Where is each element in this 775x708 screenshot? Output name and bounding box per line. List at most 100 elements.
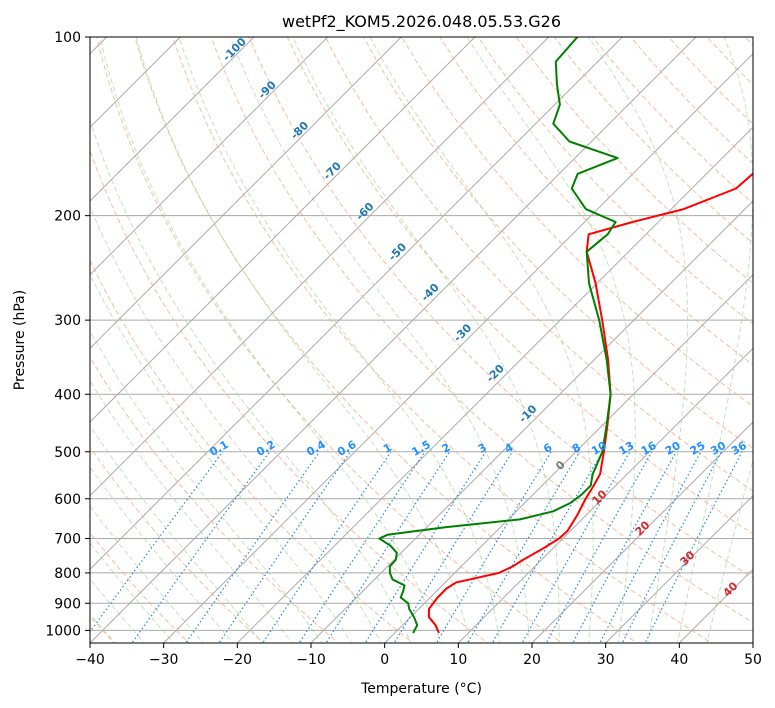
dry-adiabat-label: -80: [288, 119, 311, 142]
dry-adiabat: [363, 37, 753, 449]
isotherm: [90, 37, 476, 423]
dry-adiabat: [439, 37, 753, 366]
moist-adiabat: [230, 37, 530, 643]
background-lines: [90, 37, 753, 643]
y-tick-label: 400: [54, 387, 81, 403]
plot-frame: [89, 36, 754, 644]
y-tick-label: 900: [54, 596, 81, 612]
x-tick-label: −30: [149, 652, 179, 668]
x-axis: −40 −30 −20 −10 0 10 20 30 40 50: [75, 643, 762, 668]
mixing-ratio-label: 25: [688, 439, 708, 458]
mixing-ratio-line: [218, 451, 351, 643]
isotherm: [678, 568, 753, 643]
mixing-ratio-label: 3: [476, 441, 489, 456]
dry-adiabat: [668, 37, 753, 125]
chart-title: wetPf2_KOM5.2026.048.05.53.G26: [282, 12, 561, 32]
series-layer: [378, 37, 753, 634]
moist-adiabat: [292, 37, 560, 643]
mixing-ratio-label: 1.5: [410, 438, 433, 459]
mixing-ratio-label: 1: [381, 441, 394, 456]
mixing-ratio-line: [572, 451, 677, 643]
x-tick-label: 10: [449, 652, 467, 668]
dry-adiabat: [172, 37, 713, 643]
isotherm: [90, 37, 402, 350]
dry-adiabat: [134, 37, 638, 643]
moist-adiabat-label: 10: [590, 487, 610, 507]
x-tick-label: 40: [670, 652, 688, 668]
moist-adiabat: [90, 118, 412, 643]
isotherm: [90, 37, 697, 643]
moist-adiabat: [369, 37, 594, 643]
dry-adiabat: [90, 259, 414, 643]
x-tick-label: 0: [380, 652, 389, 668]
y-axis: 1000 900 800 700 600 500 400 300 200 100: [45, 30, 90, 639]
dry-adiabat: [553, 37, 753, 244]
dry-adiabat: [210, 37, 753, 624]
moist-adiabat: [90, 379, 293, 643]
dry-adiabat: [515, 37, 753, 285]
x-axis-label: Temperature (°C): [360, 681, 482, 697]
temperature-profile: [427, 172, 753, 634]
mixing-ratio-label: 10: [589, 439, 609, 458]
mixing-ratio-line: [262, 451, 392, 643]
dry-adiabat: [90, 149, 489, 643]
moist-adiabat: [90, 466, 234, 643]
dry-adiabat-label: -50: [386, 240, 409, 263]
y-tick-label: 700: [54, 532, 81, 548]
x-tick-label: −10: [296, 652, 326, 668]
mixing-ratio-label: 36: [729, 439, 749, 458]
mixing-ratio-label: 4: [502, 441, 515, 456]
dry-adiabat-label: -40: [419, 281, 442, 304]
mixing-ratio-line: [644, 451, 743, 643]
isotherm: [310, 200, 753, 643]
dewpoint-profile: [378, 37, 619, 634]
dry-adiabat: [96, 37, 564, 643]
dry-adiabat: [90, 446, 265, 643]
moist-adiabat-label: 30: [678, 548, 698, 568]
moist-adiabat-label: 40: [721, 579, 741, 599]
x-tick-label: −20: [223, 652, 253, 668]
mixing-ratio-line: [599, 451, 702, 643]
dry-adiabat: [629, 37, 753, 165]
dry-adiabat: [324, 37, 753, 492]
isotherm: [90, 37, 550, 497]
dry-adiabat: [591, 37, 753, 204]
y-tick-label: 1000: [45, 623, 81, 639]
isotherm: [90, 37, 329, 276]
mixing-ratio-label: 30: [708, 439, 728, 458]
y-tick-label: 800: [54, 566, 81, 582]
x-tick-label: 20: [523, 652, 541, 668]
mixing-ratio-line: [185, 451, 321, 643]
moist-adiabat: [90, 273, 352, 643]
mixing-ratio-line: [393, 451, 513, 643]
moist-adiabat: [466, 37, 636, 643]
isotherm: [90, 37, 255, 202]
moist-adiabat: [587, 37, 689, 643]
dry-adiabat-label: -10: [516, 402, 539, 425]
moist-adiabat: [706, 457, 753, 643]
moist-adiabat: [90, 330, 323, 643]
moist-adiabat: [90, 205, 382, 643]
dry-adiabat-label: 0: [553, 458, 568, 473]
mixing-ratio-label: 0.1: [207, 438, 230, 459]
mixing-ratio-label: 2: [440, 441, 453, 456]
x-tick-label: 50: [744, 652, 762, 668]
isotherm: [236, 126, 753, 643]
dry-adiabat: [90, 531, 190, 643]
moist-adiabat: [178, 37, 501, 643]
dry-adiabat-label: -100: [220, 35, 249, 64]
moist-adiabat: [90, 424, 264, 643]
dry-adiabat: [286, 37, 753, 535]
isotherm: [752, 642, 753, 643]
y-tick-label: 200: [54, 209, 81, 225]
y-tick-label: 600: [54, 492, 81, 508]
y-tick-label: 500: [54, 445, 81, 461]
mixing-ratio-line: [364, 451, 487, 643]
mixing-ratio-line: [621, 451, 722, 643]
mixing-ratio-line: [131, 451, 271, 643]
x-tick-label: 30: [597, 652, 615, 668]
y-axis-label: Pressure (hPa): [12, 290, 28, 390]
isotherm: [163, 52, 753, 643]
isotherm: [531, 421, 753, 643]
